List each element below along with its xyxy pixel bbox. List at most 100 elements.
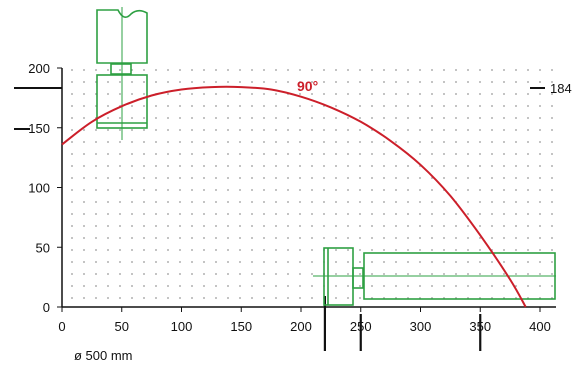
grid-dot	[443, 225, 445, 227]
grid-dot	[443, 201, 445, 203]
grid-dot	[311, 69, 313, 71]
grid-dot	[131, 237, 133, 239]
grid-dot	[227, 117, 229, 119]
grid-dot	[143, 285, 145, 287]
grid-dot	[419, 141, 421, 143]
grid-dot	[155, 165, 157, 167]
grid-dot	[95, 237, 97, 239]
grid-dot	[383, 177, 385, 179]
grid-dot	[71, 261, 73, 263]
grid-dot	[335, 297, 337, 299]
grid-dot	[455, 249, 457, 251]
grid-dot	[155, 237, 157, 239]
grid-dot	[419, 213, 421, 215]
grid-dot	[95, 201, 97, 203]
grid-dot	[323, 81, 325, 83]
grid-dot	[551, 213, 553, 215]
grid-dot	[227, 141, 229, 143]
grid-dot	[395, 105, 397, 107]
grid-dot	[359, 285, 361, 287]
grid-dot	[503, 153, 505, 155]
grid-dot	[407, 81, 409, 83]
grid-dot	[371, 261, 373, 263]
grid-dot	[203, 261, 205, 263]
grid-dot	[539, 273, 541, 275]
grid-dot	[95, 249, 97, 251]
grid-dot	[347, 153, 349, 155]
grid-dot	[419, 153, 421, 155]
grid-dot	[515, 261, 517, 263]
grid-dot	[407, 165, 409, 167]
grid-dot	[203, 69, 205, 71]
grid-dot	[143, 225, 145, 227]
grid-dot	[191, 273, 193, 275]
grid-dot	[311, 141, 313, 143]
grid-dot	[359, 177, 361, 179]
grid-dot	[335, 189, 337, 191]
grid-dot	[407, 213, 409, 215]
grid-dot	[515, 81, 517, 83]
grid-dot	[191, 189, 193, 191]
grid-dot	[539, 237, 541, 239]
grid-dot	[107, 249, 109, 251]
grid-dot	[335, 153, 337, 155]
grid-dot	[227, 285, 229, 287]
grid-dot	[203, 237, 205, 239]
grid-dot	[155, 273, 157, 275]
grid-dot	[107, 153, 109, 155]
grid-dot	[479, 189, 481, 191]
grid-dot	[167, 93, 169, 95]
grid-dot	[431, 249, 433, 251]
grid-dot	[335, 201, 337, 203]
grid-dot	[95, 261, 97, 263]
grid-dot	[431, 201, 433, 203]
grid-dot	[239, 189, 241, 191]
grid-dot	[155, 177, 157, 179]
grid-dot	[95, 69, 97, 71]
grid-dot	[215, 297, 217, 299]
grid-dot	[431, 117, 433, 119]
grid-dot	[179, 225, 181, 227]
y-tick-label: 200	[28, 61, 50, 76]
grid-dot	[407, 177, 409, 179]
grid-dot	[371, 81, 373, 83]
grid-dot	[311, 297, 313, 299]
grid-dot	[167, 105, 169, 107]
grid-dot	[335, 249, 337, 251]
grid-dot	[539, 249, 541, 251]
grid-dot	[275, 273, 277, 275]
grid-dot	[203, 249, 205, 251]
grid-dot	[167, 249, 169, 251]
grid-dot	[251, 225, 253, 227]
grid-dot	[467, 201, 469, 203]
grid-dot	[287, 69, 289, 71]
grid-dot	[83, 297, 85, 299]
grid-dot	[371, 105, 373, 107]
grid-dot	[287, 285, 289, 287]
grid-dot	[335, 141, 337, 143]
grid-dot	[215, 105, 217, 107]
grid-dot	[167, 165, 169, 167]
grid-dot	[179, 69, 181, 71]
grid-dot	[203, 117, 205, 119]
grid-dot	[515, 69, 517, 71]
grid-dot	[479, 129, 481, 131]
grid-dot	[71, 201, 73, 203]
grid-dot	[251, 237, 253, 239]
grid-dot	[107, 69, 109, 71]
grid-dot	[407, 141, 409, 143]
grid-dot	[83, 225, 85, 227]
grid-dot	[227, 201, 229, 203]
grid-dot	[551, 141, 553, 143]
grid-dot	[539, 117, 541, 119]
grid-dot	[527, 237, 529, 239]
grid-dot	[419, 225, 421, 227]
grid-dot	[191, 285, 193, 287]
grid-dot	[167, 297, 169, 299]
grid-dot	[287, 141, 289, 143]
grid-dot	[263, 69, 265, 71]
y-tick-label: 100	[28, 181, 50, 196]
grid-dot	[503, 285, 505, 287]
grid-dot	[503, 69, 505, 71]
grid-dot	[335, 261, 337, 263]
